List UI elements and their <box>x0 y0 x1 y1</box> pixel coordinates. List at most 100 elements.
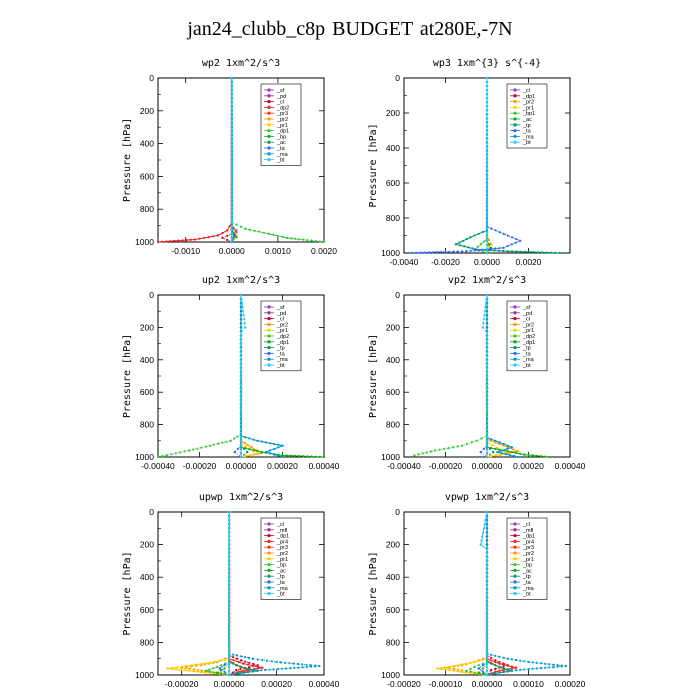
panel-title: vpwp 1xm^2/s^3 <box>445 492 529 503</box>
data-point <box>485 194 489 198</box>
data-point <box>235 229 238 232</box>
data-point <box>560 665 563 668</box>
data-point <box>223 658 226 661</box>
data-point <box>485 669 489 673</box>
legend-entry: _bp <box>276 134 286 140</box>
data-point <box>230 156 233 160</box>
x-tick-label: 0.00000 <box>214 679 245 689</box>
data-point <box>482 318 485 321</box>
data-point <box>239 367 243 370</box>
data-point <box>277 446 280 449</box>
data-point <box>490 662 493 665</box>
data-point <box>239 343 243 346</box>
data-point <box>482 240 485 243</box>
data-point <box>485 190 489 194</box>
data-point <box>272 233 275 236</box>
data-point <box>318 455 321 458</box>
data-point <box>296 662 299 666</box>
series-line-pr3 <box>228 512 250 676</box>
data-point <box>263 231 266 234</box>
data-point <box>220 672 223 675</box>
x-tick-label: 0.0020 <box>516 257 542 267</box>
data-point <box>485 552 489 555</box>
data-point <box>207 236 210 239</box>
data-point <box>539 455 543 458</box>
legend-entry: _bp1 <box>522 111 535 117</box>
data-point <box>498 448 501 451</box>
data-point <box>498 662 501 665</box>
data-point <box>485 657 489 660</box>
data-point <box>481 250 484 253</box>
legend-entry: _pr4 <box>276 539 288 545</box>
y-tick-label: 800 <box>140 637 154 647</box>
legend-marker <box>267 117 271 121</box>
data-point <box>485 298 488 301</box>
data-point <box>469 249 472 252</box>
data-point <box>523 250 527 253</box>
data-point <box>502 444 505 447</box>
y-tick-label: 600 <box>140 171 154 181</box>
legend-marker <box>513 568 517 573</box>
x-tick-label: 0.00020 <box>261 679 292 689</box>
data-point <box>485 247 489 250</box>
data-point <box>273 442 276 446</box>
legend-marker <box>513 134 517 138</box>
data-point <box>552 663 555 666</box>
data-point <box>230 92 233 96</box>
data-point <box>161 455 164 458</box>
panel-title: wp3 1xm^{3} s^{-4} <box>433 58 541 69</box>
legend-marker <box>513 88 517 92</box>
x-tick-label: 0.00010 <box>513 679 544 689</box>
data-point <box>239 415 243 418</box>
data-point <box>485 227 489 230</box>
data-point <box>244 660 247 663</box>
data-point <box>506 451 509 454</box>
data-point <box>510 243 513 246</box>
data-point <box>498 247 501 250</box>
data-point <box>297 666 300 669</box>
data-point <box>239 379 243 382</box>
data-point <box>252 438 255 441</box>
data-point <box>228 225 231 228</box>
legend-marker <box>513 574 517 578</box>
data-point <box>239 423 243 426</box>
data-point <box>277 443 280 446</box>
data-point <box>239 665 243 669</box>
chart-panel-6: vpwp 1xm^2/s^3 Pressure [hPa] 0 200 400 600 80… <box>368 492 586 689</box>
data-point <box>301 663 304 666</box>
legend-entry: _pr1 <box>522 105 534 111</box>
data-point <box>506 250 509 253</box>
data-point <box>239 668 242 671</box>
data-point <box>502 246 505 249</box>
data-point <box>248 661 251 664</box>
y-tick-label: 0 <box>395 507 400 517</box>
data-point <box>504 453 507 456</box>
x-tick-label: 0.0000 <box>219 246 245 256</box>
data-point <box>212 443 216 446</box>
data-point <box>485 451 489 455</box>
data-point <box>230 224 233 228</box>
data-point <box>228 608 231 611</box>
data-point <box>204 669 207 673</box>
data-point <box>268 449 272 452</box>
data-point <box>185 664 188 668</box>
data-point <box>229 439 232 442</box>
x-tick-label: -0.00040 <box>141 461 175 471</box>
data-point <box>228 551 231 554</box>
data-point <box>498 655 501 658</box>
y-tick-label: 0 <box>149 73 154 83</box>
data-point <box>270 660 273 663</box>
data-point <box>485 367 489 370</box>
data-point <box>216 665 219 669</box>
legend-marker <box>267 545 271 549</box>
data-point <box>230 164 233 168</box>
y-tick-label: 600 <box>386 387 400 397</box>
x-tick-label: 0.00000 <box>472 679 503 689</box>
data-point <box>493 249 496 252</box>
data-point <box>479 543 482 546</box>
legend-marker <box>513 117 517 121</box>
legend-entry: _sf <box>276 88 285 94</box>
legend-marker <box>513 311 517 315</box>
legend-marker <box>267 111 271 115</box>
legend-entry: _pr1 <box>276 557 288 563</box>
